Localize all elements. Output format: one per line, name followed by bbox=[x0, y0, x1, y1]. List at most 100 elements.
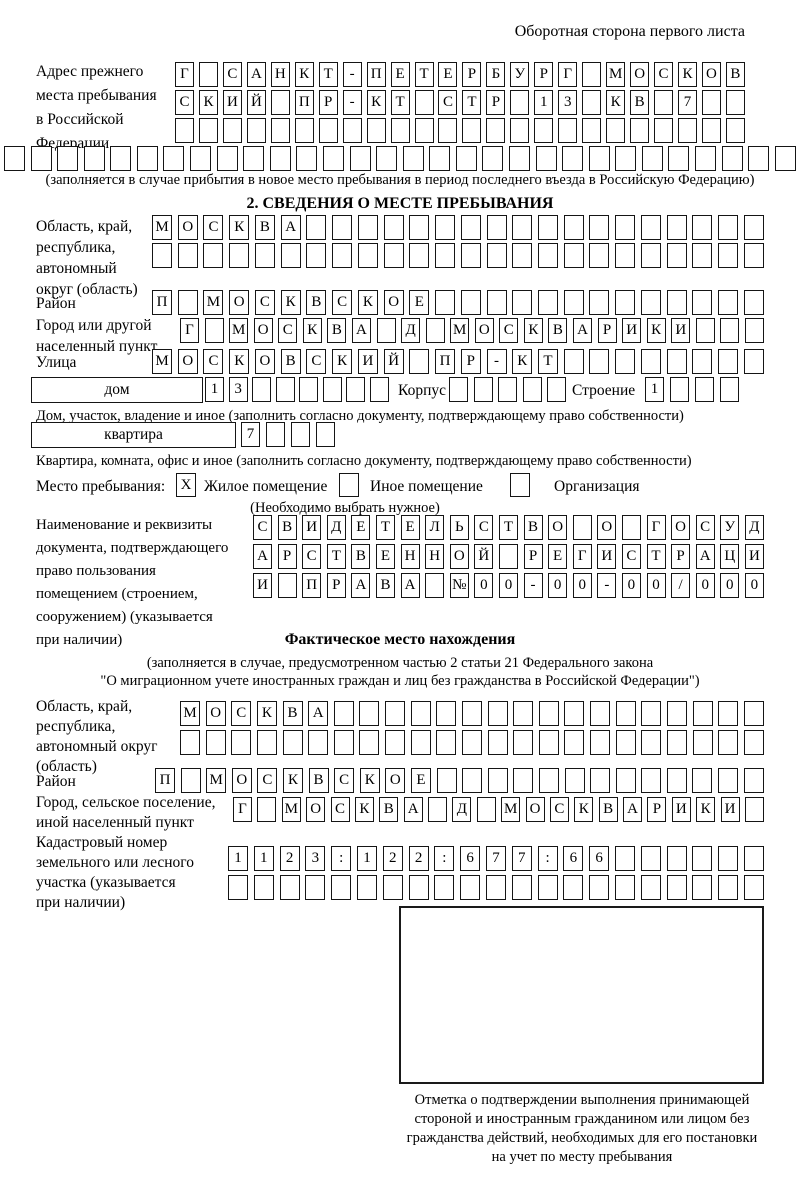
char-cell[interactable] bbox=[436, 701, 457, 726]
char-cell[interactable] bbox=[308, 730, 329, 755]
char-cell[interactable]: 6 bbox=[563, 846, 584, 871]
char-cell[interactable] bbox=[718, 349, 739, 374]
char-cell[interactable] bbox=[641, 701, 662, 726]
char-cell[interactable] bbox=[205, 730, 226, 755]
char-cell[interactable] bbox=[725, 90, 745, 115]
char-cell[interactable]: - bbox=[486, 349, 507, 374]
char-cell[interactable] bbox=[385, 730, 405, 755]
char-cell[interactable]: - bbox=[523, 573, 543, 598]
char-cell[interactable]: С bbox=[334, 768, 355, 793]
char-cell[interactable] bbox=[414, 118, 434, 143]
char-cell[interactable]: 0 bbox=[695, 573, 715, 598]
char-cell[interactable]: В bbox=[280, 349, 301, 374]
char-cell[interactable]: : bbox=[537, 846, 558, 871]
char-cell[interactable]: М bbox=[501, 797, 521, 822]
char-cell[interactable] bbox=[666, 290, 687, 315]
char-cell[interactable]: Б bbox=[486, 62, 506, 87]
char-cell[interactable]: 0 bbox=[646, 573, 666, 598]
char-cell[interactable] bbox=[476, 797, 496, 822]
char-cell[interactable] bbox=[175, 118, 194, 143]
char-cell[interactable] bbox=[460, 290, 481, 315]
char-cell[interactable]: Т bbox=[318, 62, 338, 87]
char-cell[interactable] bbox=[306, 243, 327, 268]
char-cell[interactable]: В bbox=[630, 90, 650, 115]
char-cell[interactable] bbox=[57, 146, 79, 171]
char-cell[interactable]: А bbox=[695, 544, 715, 569]
char-cell[interactable]: Р bbox=[460, 349, 481, 374]
char-cell[interactable]: Р bbox=[486, 90, 506, 115]
char-cell[interactable] bbox=[482, 146, 504, 171]
char-cell[interactable] bbox=[305, 875, 326, 900]
char-cell[interactable] bbox=[725, 118, 745, 143]
char-cell[interactable]: Е bbox=[410, 768, 431, 793]
char-cell[interactable] bbox=[318, 118, 338, 143]
char-cell[interactable] bbox=[296, 146, 318, 171]
char-cell[interactable]: Т bbox=[498, 515, 518, 540]
char-cell[interactable] bbox=[332, 243, 353, 268]
char-cell[interactable]: С bbox=[203, 349, 224, 374]
char-cell[interactable]: Г bbox=[572, 544, 592, 569]
char-cell[interactable]: С bbox=[203, 215, 224, 240]
char-cell[interactable] bbox=[615, 290, 636, 315]
char-cell[interactable] bbox=[538, 768, 559, 793]
char-cell[interactable]: О bbox=[383, 290, 404, 315]
char-cell[interactable]: 0 bbox=[498, 573, 518, 598]
char-cell[interactable]: П bbox=[435, 349, 456, 374]
char-cell[interactable]: Р bbox=[671, 544, 691, 569]
char-cell[interactable] bbox=[666, 846, 687, 871]
char-cell[interactable] bbox=[163, 146, 185, 171]
char-cell[interactable]: Г bbox=[646, 515, 666, 540]
char-cell[interactable]: К bbox=[678, 62, 698, 87]
char-cell[interactable] bbox=[670, 377, 689, 402]
char-cell[interactable] bbox=[692, 730, 713, 755]
char-cell[interactable]: В bbox=[254, 215, 275, 240]
char-cell[interactable]: А bbox=[246, 62, 266, 87]
char-cell[interactable]: У bbox=[720, 515, 740, 540]
char-cell[interactable]: Т bbox=[390, 90, 410, 115]
char-cell[interactable] bbox=[558, 118, 578, 143]
char-cell[interactable]: Р bbox=[534, 62, 554, 87]
char-cell[interactable]: В bbox=[375, 573, 395, 598]
char-cell[interactable]: № bbox=[449, 573, 469, 598]
char-cell[interactable]: К bbox=[512, 349, 533, 374]
char-cell[interactable]: О bbox=[701, 62, 721, 87]
char-cell[interactable]: И bbox=[720, 797, 740, 822]
char-cell[interactable] bbox=[589, 875, 610, 900]
char-cell[interactable] bbox=[718, 768, 739, 793]
char-cell[interactable]: В bbox=[277, 515, 297, 540]
char-cell[interactable] bbox=[498, 544, 518, 569]
char-cell[interactable] bbox=[349, 146, 371, 171]
char-cell[interactable]: Д bbox=[326, 515, 346, 540]
char-cell[interactable] bbox=[402, 146, 424, 171]
char-cell[interactable] bbox=[537, 875, 558, 900]
char-cell[interactable] bbox=[718, 730, 739, 755]
char-cell[interactable] bbox=[615, 701, 636, 726]
char-cell[interactable] bbox=[563, 243, 584, 268]
char-cell[interactable]: О bbox=[231, 768, 252, 793]
char-cell[interactable]: Р bbox=[318, 90, 338, 115]
char-cell[interactable] bbox=[666, 243, 687, 268]
char-cell[interactable] bbox=[615, 768, 636, 793]
char-cell[interactable]: В bbox=[598, 797, 618, 822]
char-cell[interactable] bbox=[333, 701, 354, 726]
char-cell[interactable] bbox=[748, 146, 770, 171]
char-cell[interactable] bbox=[513, 768, 534, 793]
char-cell[interactable]: М bbox=[229, 318, 249, 343]
char-cell[interactable] bbox=[589, 290, 610, 315]
char-cell[interactable]: 1 bbox=[205, 377, 224, 402]
char-cell[interactable] bbox=[460, 243, 481, 268]
char-cell[interactable] bbox=[563, 349, 584, 374]
char-cell[interactable] bbox=[462, 118, 482, 143]
char-cell[interactable]: С bbox=[254, 290, 275, 315]
char-cell[interactable] bbox=[718, 290, 739, 315]
char-cell[interactable] bbox=[152, 243, 172, 268]
char-cell[interactable] bbox=[511, 875, 532, 900]
char-cell[interactable] bbox=[640, 290, 661, 315]
char-cell[interactable]: 0 bbox=[548, 573, 568, 598]
char-cell[interactable] bbox=[342, 118, 362, 143]
char-cell[interactable] bbox=[346, 377, 366, 402]
char-cell[interactable] bbox=[692, 215, 713, 240]
char-cell[interactable]: Н bbox=[400, 544, 420, 569]
char-cell[interactable]: М bbox=[152, 349, 172, 374]
char-cell[interactable]: С bbox=[695, 515, 715, 540]
